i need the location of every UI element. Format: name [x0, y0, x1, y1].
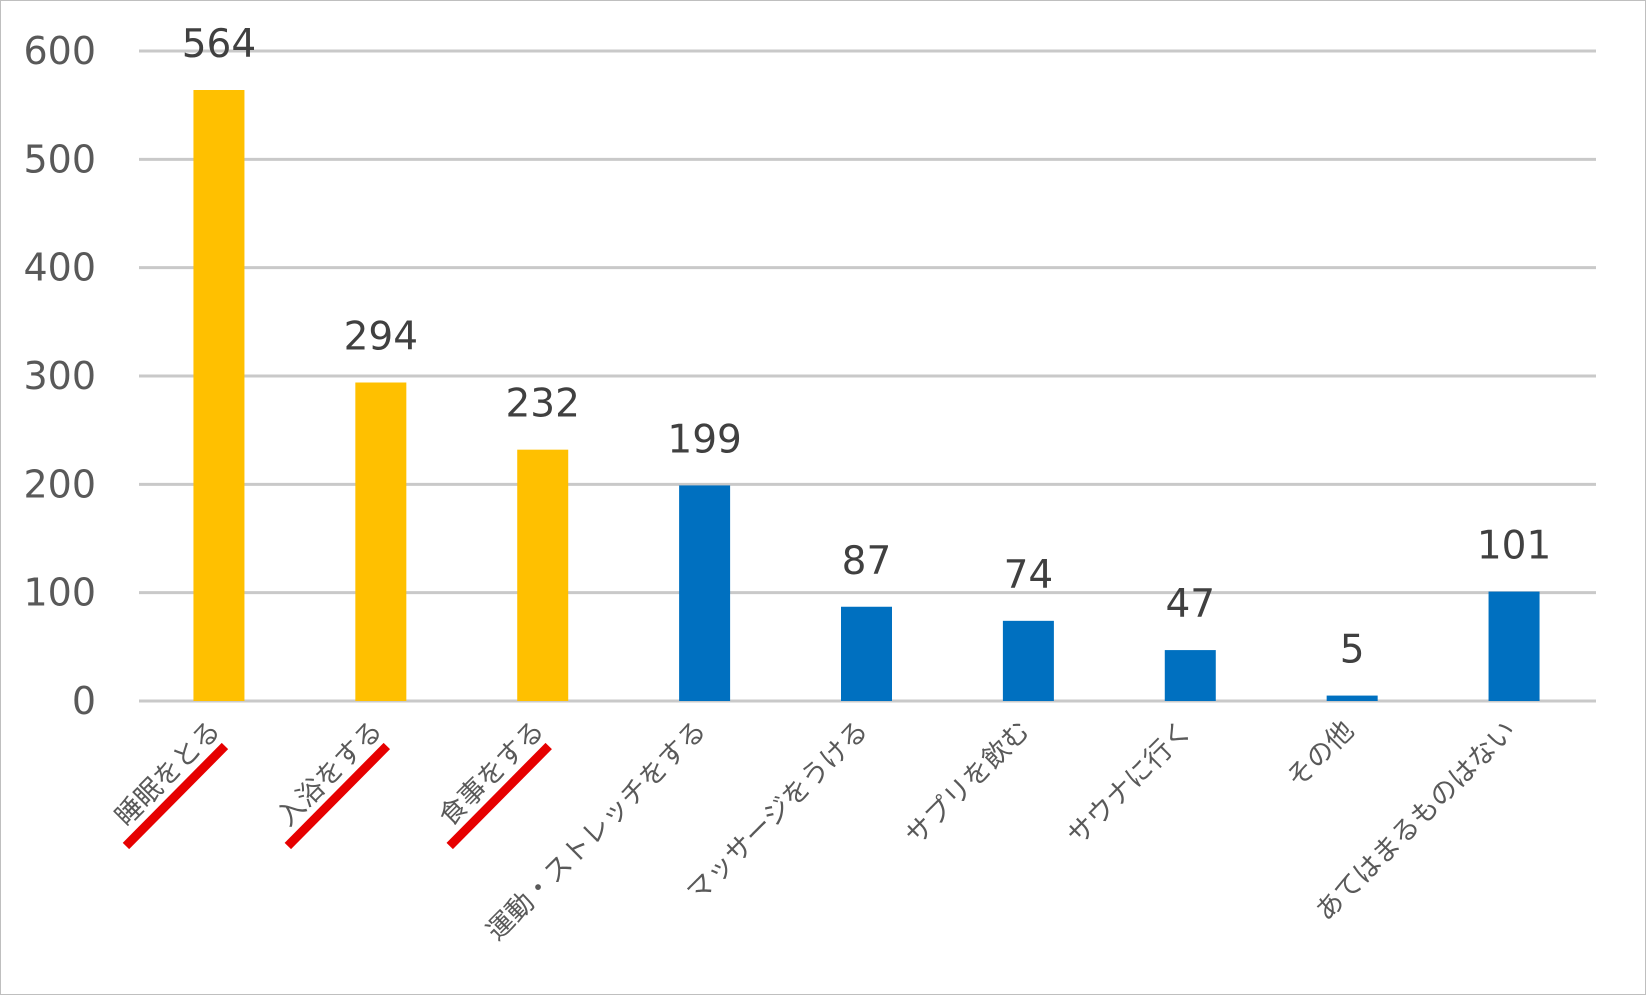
y-tick-label-0: 0 [72, 679, 96, 723]
y-tick-label-200: 200 [23, 462, 96, 506]
data-label-3: 199 [667, 417, 741, 462]
bar-7 [1326, 695, 1378, 701]
y-tick-label-500: 500 [23, 137, 96, 181]
category-label-2: 食事をする [433, 715, 550, 832]
strike-mark-2 [446, 742, 552, 850]
bar-4 [841, 606, 892, 701]
bar-1 [355, 382, 407, 701]
category-label-1: 入浴をする [271, 715, 388, 832]
data-label-5: 74 [1004, 553, 1054, 598]
bar-6 [1164, 650, 1216, 701]
data-label-4: 87 [842, 539, 892, 584]
bar-8 [1488, 591, 1540, 701]
bar-0 [193, 90, 245, 701]
bar-5 [1002, 620, 1054, 701]
category-label-4: マッサージをうける [681, 715, 874, 908]
y-tick-label-600: 600 [23, 29, 96, 73]
y-tick-label-400: 400 [23, 246, 96, 290]
y-axis-tick-labels: 0 100 200 300 400 500 600 [23, 29, 96, 723]
strike-mark-1 [284, 742, 391, 850]
data-label-0: 564 [182, 22, 256, 67]
data-label-2: 232 [505, 382, 579, 427]
category-label-7: その他 [1281, 715, 1360, 794]
y-tick-label-100: 100 [23, 571, 96, 615]
data-label-7: 5 [1340, 628, 1365, 673]
category-label-6: サウナに行く [1062, 715, 1198, 851]
y-tick-label-300: 300 [23, 354, 96, 398]
bar-3 [679, 485, 731, 701]
bar-2 [517, 449, 569, 701]
bars [193, 90, 1540, 701]
strike-marks [122, 742, 552, 850]
category-label-5: サプリを飲む [900, 715, 1036, 851]
data-label-8: 101 [1477, 524, 1551, 569]
strike-mark-0 [122, 742, 229, 850]
data-labels: 564 294 232 199 87 74 47 5 101 [182, 22, 1552, 673]
category-label-0: 睡眠をとる [110, 715, 227, 832]
data-label-6: 47 [1165, 582, 1215, 627]
data-label-1: 294 [344, 315, 418, 360]
